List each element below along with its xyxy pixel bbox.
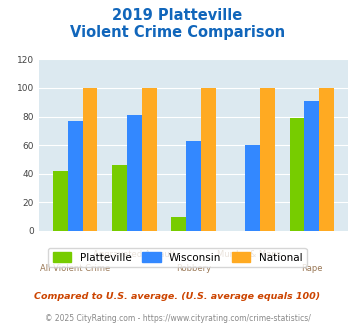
- Bar: [53, 171, 68, 231]
- Bar: [186, 141, 201, 231]
- Bar: [127, 115, 142, 231]
- Bar: [68, 121, 83, 231]
- Text: All Violent Crime: All Violent Crime: [40, 264, 110, 273]
- Text: Robbery: Robbery: [176, 264, 211, 273]
- Text: Murder & Mans...: Murder & Mans...: [217, 250, 289, 259]
- Bar: [304, 101, 319, 231]
- Text: Rape: Rape: [301, 264, 322, 273]
- Bar: [201, 88, 215, 231]
- Bar: [319, 88, 334, 231]
- Bar: [112, 165, 127, 231]
- Legend: Platteville, Wisconsin, National: Platteville, Wisconsin, National: [48, 248, 307, 267]
- Bar: [290, 118, 304, 231]
- Bar: [245, 145, 260, 231]
- Bar: [142, 88, 157, 231]
- Text: Aggravated Assault: Aggravated Assault: [93, 250, 176, 259]
- Bar: [171, 217, 186, 231]
- Text: © 2025 CityRating.com - https://www.cityrating.com/crime-statistics/: © 2025 CityRating.com - https://www.city…: [45, 314, 310, 323]
- Text: 2019 Platteville: 2019 Platteville: [113, 8, 242, 23]
- Text: Compared to U.S. average. (U.S. average equals 100): Compared to U.S. average. (U.S. average …: [34, 292, 321, 301]
- Text: Violent Crime Comparison: Violent Crime Comparison: [70, 25, 285, 40]
- Bar: [83, 88, 97, 231]
- Bar: [260, 88, 275, 231]
